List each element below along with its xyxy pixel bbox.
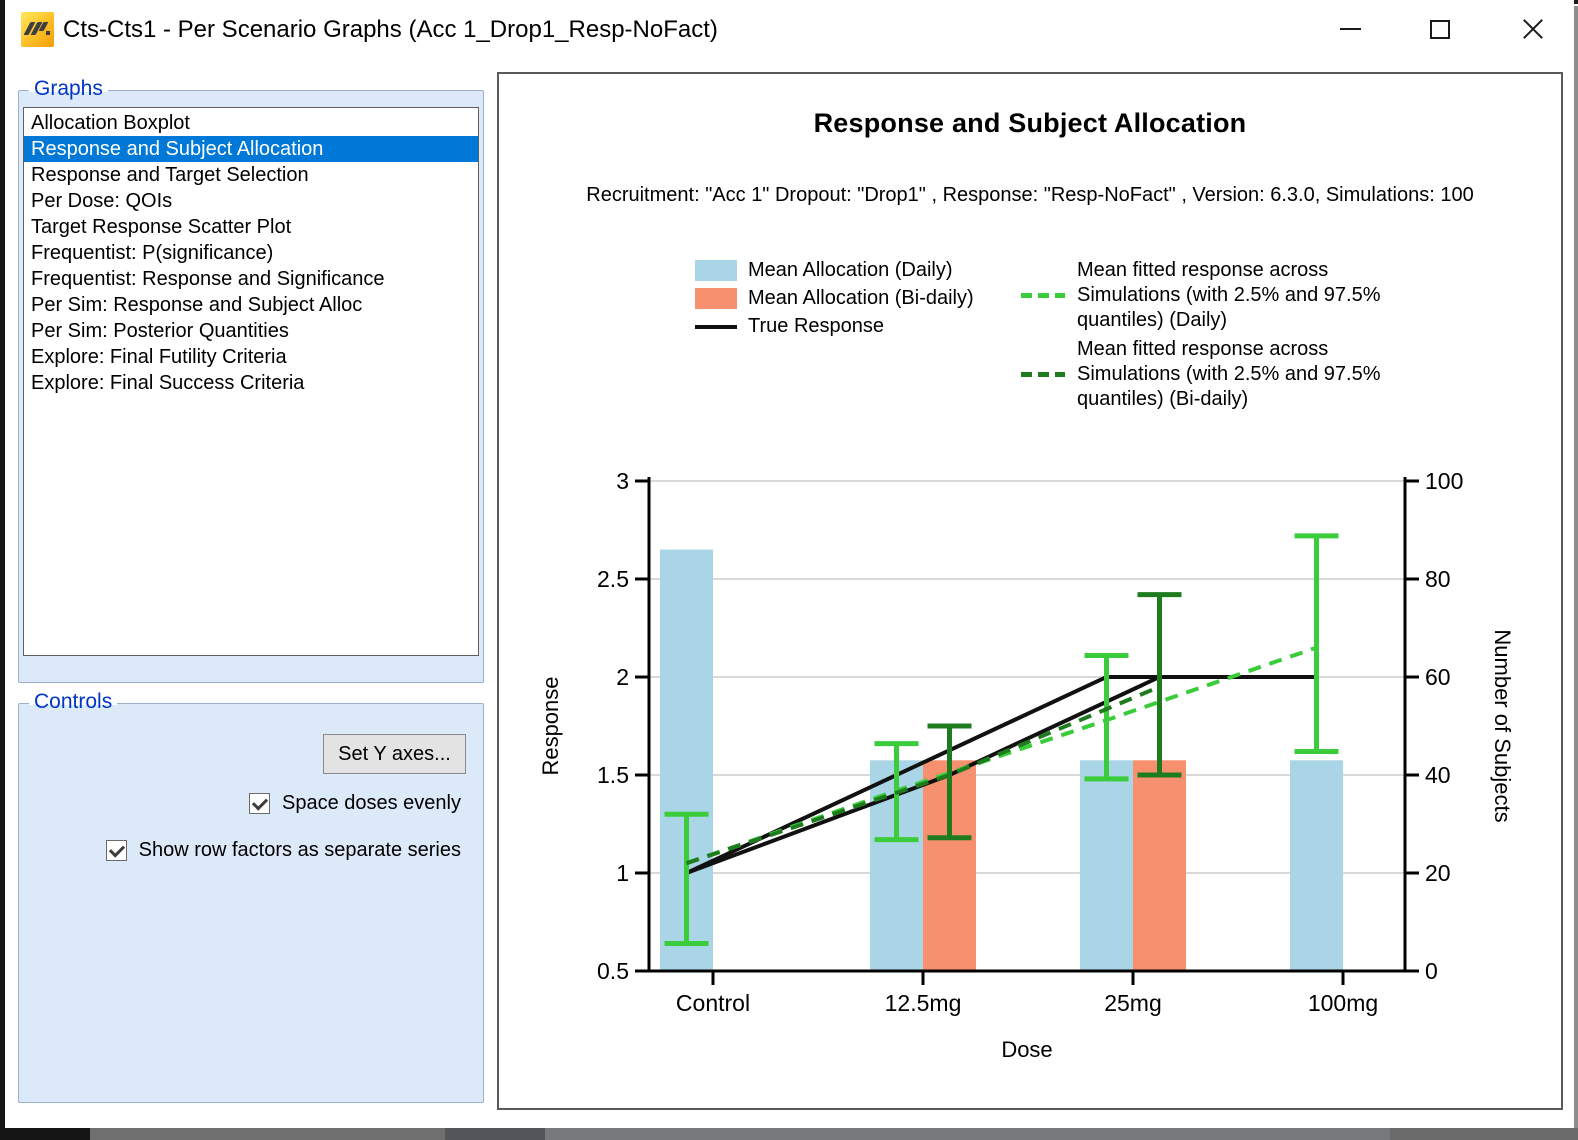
left-tick-label: 2.5	[597, 566, 629, 592]
right-tick-label: 40	[1425, 762, 1451, 788]
x-tick-label: Control	[676, 990, 750, 1016]
bar-daily	[1290, 760, 1343, 971]
x-tick-label: 100mg	[1308, 990, 1378, 1016]
controls-groupbox: Controls Set Y axes... Space doses evenl…	[18, 703, 484, 1103]
graph-list-item[interactable]: Explore: Final Success Criteria	[24, 370, 478, 396]
close-button[interactable]	[1503, 4, 1563, 54]
graph-listbox[interactable]: Allocation BoxplotResponse and Subject A…	[23, 107, 479, 656]
graph-list-item[interactable]: Per Sim: Posterior Quantities	[24, 318, 478, 344]
set-y-axes-button[interactable]: Set Y axes...	[323, 734, 466, 774]
right-tick-label: 100	[1425, 468, 1463, 494]
graph-list-item[interactable]: Response and Target Selection	[24, 162, 478, 188]
window-title: Cts-Cts1 - Per Scenario Graphs (Acc 1_Dr…	[63, 0, 718, 62]
graph-list-item[interactable]: Per Dose: QOIs	[24, 188, 478, 214]
graph-list-item[interactable]: Allocation Boxplot	[24, 110, 478, 136]
graph-list-item[interactable]: Target Response Scatter Plot	[24, 214, 478, 240]
left-tick-label: 0.5	[597, 958, 629, 984]
background-window-edge-right	[1574, 6, 1578, 1128]
graph-list-item[interactable]: Frequentist: Response and Significance	[24, 266, 478, 292]
background-window-edge-bottom	[0, 1128, 1578, 1140]
space-doses-evenly-row[interactable]: Space doses evenly	[249, 790, 461, 816]
controls-groupbox-label: Controls	[29, 690, 117, 714]
left-axis-title: Response	[538, 676, 563, 775]
bar-bidaily	[1133, 760, 1186, 971]
background-window-edge-left	[0, 0, 5, 1128]
chart-plot: 3 2.5 2 1.5 1 0.5 100 80 60 40 20 0 Control 12.5mg 25m…	[499, 74, 1561, 1108]
right-tick-label: 20	[1425, 860, 1451, 886]
show-row-factors-row[interactable]: Show row factors as separate series	[106, 837, 461, 863]
graphs-groupbox-label: Graphs	[29, 77, 108, 101]
graph-list-item[interactable]: Explore: Final Futility Criteria	[24, 344, 478, 370]
show-row-factors-checkbox[interactable]	[106, 840, 127, 861]
minimize-icon	[1340, 28, 1361, 30]
x-tick-label: 25mg	[1104, 990, 1162, 1016]
x-axis-title: Dose	[1001, 1037, 1052, 1062]
close-icon	[1520, 16, 1546, 42]
maximize-icon	[1430, 20, 1450, 39]
app-logo-icon	[21, 12, 54, 47]
x-tick-label: 12.5mg	[885, 990, 962, 1016]
chart-panel: Response and Subject Allocation Recruitm…	[497, 72, 1563, 1110]
graphs-groupbox: Graphs Allocation BoxplotResponse and Su…	[18, 90, 484, 683]
right-tick-label: 0	[1425, 958, 1438, 984]
graph-list-item[interactable]: Per Sim: Response and Subject Alloc	[24, 292, 478, 318]
space-doses-evenly-checkbox[interactable]	[249, 793, 270, 814]
show-row-factors-label: Show row factors as separate series	[139, 839, 461, 862]
right-tick-label: 60	[1425, 664, 1451, 690]
graph-list-item[interactable]: Response and Subject Allocation	[24, 136, 478, 162]
right-axis-title: Number of Subjects	[1490, 629, 1515, 822]
graph-list-item[interactable]: Frequentist: P(significance)	[24, 240, 478, 266]
left-tick-label: 3	[616, 468, 629, 494]
left-tick-label: 1	[616, 860, 629, 886]
title-bar: Cts-Cts1 - Per Scenario Graphs (Acc 1_Dr…	[5, 0, 1574, 62]
left-tick-label: 2	[616, 664, 629, 690]
space-doses-evenly-label: Space doses evenly	[282, 792, 461, 815]
bar-daily	[1080, 760, 1133, 971]
maximize-button[interactable]	[1410, 4, 1470, 54]
right-tick-label: 80	[1425, 566, 1451, 592]
minimize-button[interactable]	[1320, 4, 1380, 54]
left-tick-label: 1.5	[597, 762, 629, 788]
